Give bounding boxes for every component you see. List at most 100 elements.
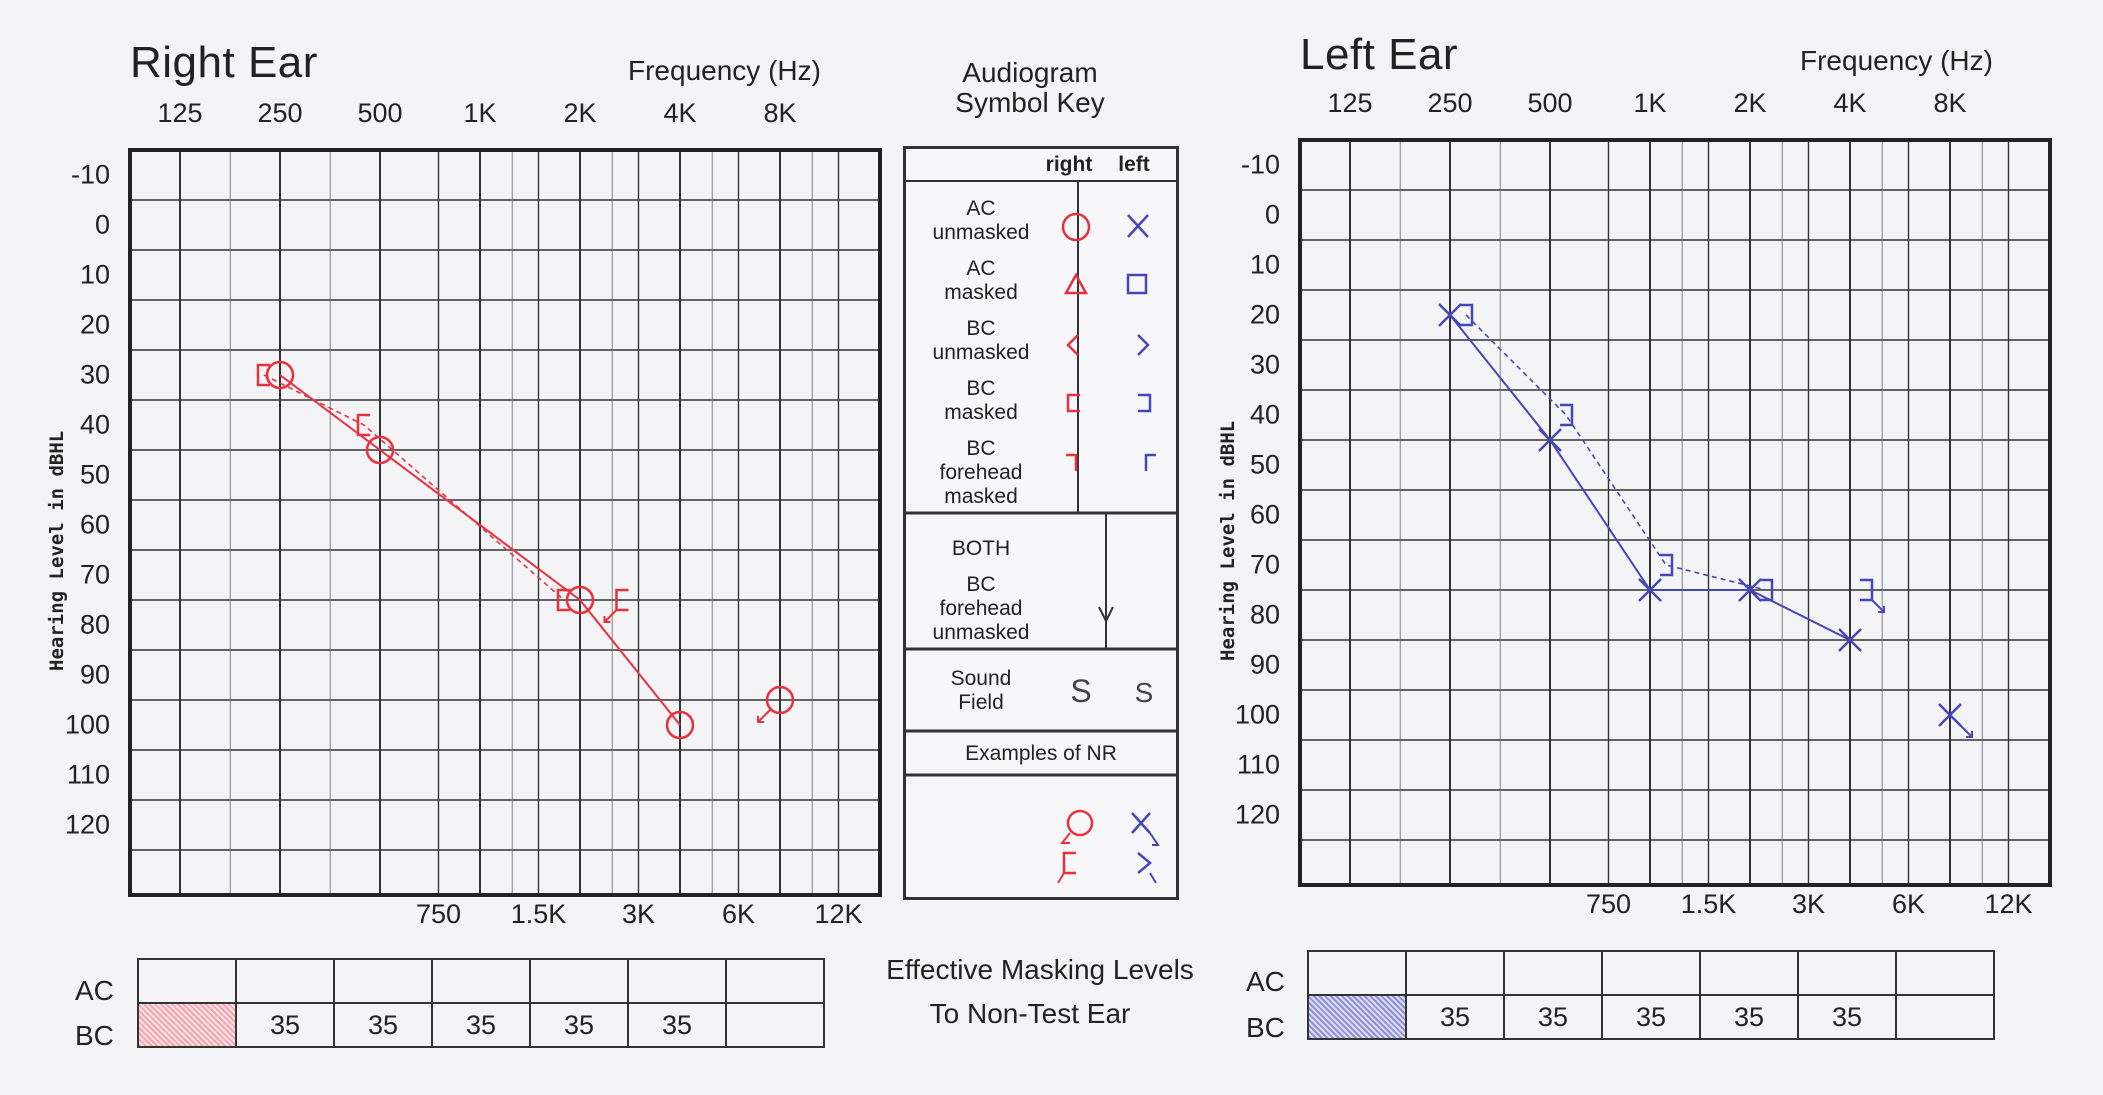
right-mask-bc-label: BC: [75, 1020, 114, 1051]
db-tick: 100: [1234, 699, 1280, 730]
frequency-tick-bottom: 12K: [814, 899, 863, 929]
left-frequency-title: Frequency (Hz): [1800, 45, 1993, 76]
key-row-bc-masked: BC masked: [906, 377, 1056, 425]
db-tick: 30: [1249, 349, 1280, 380]
key-right-ac-unmasked-circle: [1061, 212, 1091, 242]
right-ear-title: Right Ear: [130, 38, 318, 87]
frequency-tick-top: 4K: [1833, 88, 1867, 118]
frequency-tick-bottom: 3K: [621, 899, 655, 929]
left-mask-ac-cell: [1405, 950, 1505, 996]
frequency-tick-bottom: 12K: [1984, 889, 2033, 919]
key-row-label: BC: [966, 317, 996, 340]
key-both-label: BOTH: [951, 537, 1011, 560]
key-row-label: forehead: [939, 461, 1023, 484]
key-row-label: masked: [944, 401, 1018, 424]
key-nr-left-ac-arrow: [1149, 832, 1160, 846]
key-row-label: BC: [966, 377, 996, 400]
right-mask-ac-cell: [431, 958, 531, 1004]
right-ac-point: [265, 360, 295, 390]
db-tick: 80: [79, 609, 110, 640]
key-right-ac-masked-triangle: [1063, 272, 1089, 295]
right-bc-point: [615, 588, 629, 612]
db-tick: 120: [1234, 799, 1280, 830]
db-tick: 20: [1249, 299, 1280, 330]
db-tick: 110: [66, 759, 110, 790]
left-grid: [1298, 138, 2052, 887]
right-mask-ac-cell: [725, 958, 825, 1004]
frequency-tick-top: 2K: [1733, 88, 1767, 118]
left-mask-bc-cell: 35: [1405, 994, 1505, 1040]
db-tick: 80: [1249, 599, 1280, 630]
frequency-tick-top: 250: [257, 98, 303, 128]
left-mask-ac-cell: [1503, 950, 1603, 996]
right-bc-line: [263, 374, 565, 601]
key-right-bc-forehead-masked: [1066, 453, 1078, 471]
right-ac-point: [565, 585, 595, 615]
left-ac-point: [1838, 628, 1862, 652]
db-tick: 70: [79, 559, 110, 590]
key-row-label: forehead: [939, 597, 1023, 620]
key-nr-left-ac-x: [1131, 812, 1151, 834]
left-bc-point: [1660, 553, 1674, 577]
frequency-tick-top: 4K: [663, 98, 697, 128]
frequency-tick-top: 250: [1427, 88, 1473, 118]
right-mask-ac-cell: [529, 958, 629, 1004]
key-row-ac-masked: AC masked: [906, 257, 1056, 305]
key-sound-field-right-symbol: S: [1070, 673, 1092, 709]
left-ac-nr-arrow: [1959, 724, 1973, 738]
key-row-label: BC: [966, 437, 996, 460]
key-nr-right-ac-circle: [1066, 809, 1094, 837]
left-ac-point: [1638, 578, 1662, 602]
key-row-label: Sound: [950, 667, 1012, 690]
db-tick: 0: [1264, 199, 1280, 230]
left-mask-ac-cell: [1797, 950, 1897, 996]
key-row-label: masked: [944, 485, 1018, 508]
db-tick: 60: [79, 509, 110, 540]
key-left-ac-unmasked-x: [1127, 214, 1149, 238]
left-mask-bc-cell: [1307, 994, 1407, 1040]
left-mask-ac-cell: [1895, 950, 1995, 996]
left-ac-point: [1438, 303, 1462, 327]
frequency-tick-bottom: 750: [1585, 889, 1632, 919]
db-tick: 40: [79, 409, 110, 440]
key-sound-field-label: Sound Field: [906, 667, 1056, 715]
left-mask-bc-row: 35 35 35 35 35: [1307, 994, 1995, 1040]
key-nr-left-bc-arrow: [1149, 872, 1157, 884]
key-sound-field-left-symbol: S: [1134, 677, 1154, 708]
key-nr-label: Examples of NR: [965, 742, 1117, 765]
db-tick: 10: [79, 259, 110, 290]
right-mask-bc-cell: [137, 1002, 237, 1048]
right-ac-line: [279, 374, 681, 726]
key-row-label: masked: [944, 281, 1018, 304]
right-grid-frame: [128, 148, 882, 897]
key-row-bc-unmasked: BC unmasked: [906, 317, 1056, 365]
db-tick: 0: [94, 209, 110, 240]
left-ac-point: [1938, 703, 1962, 727]
right-mask-ac-row: [137, 958, 825, 1004]
left-bc-point: [1860, 578, 1874, 602]
key-col-right: right: [1045, 153, 1093, 176]
frequency-tick-bottom: 1.5K: [510, 899, 567, 929]
key-row-bc-forehead-masked: BC forehead masked: [906, 437, 1056, 509]
right-mask-bc-cell: 35: [529, 1002, 629, 1048]
left-mask-bc-cell: 35: [1797, 994, 1897, 1040]
right-ac-point: [365, 435, 395, 465]
frequency-tick-top: 1K: [463, 98, 497, 128]
frequency-tick-top: 125: [157, 98, 203, 128]
right-grid: [128, 148, 882, 897]
frequency-tick-top: 8K: [763, 98, 797, 128]
left-mask-bc-cell: 35: [1699, 994, 1799, 1040]
left-mask-bc-label: BC: [1246, 1012, 1285, 1043]
right-mask-ac-cell: [235, 958, 335, 1004]
right-mask-ac-cell: [627, 958, 727, 1004]
key-row-label: Field: [958, 691, 1004, 714]
right-ac-nr-arrow: [757, 709, 771, 723]
right-mask-ac-cell: [137, 958, 237, 1004]
frequency-tick-bottom: 6K: [1891, 889, 1925, 919]
db-tick: 40: [1249, 399, 1280, 430]
key-row-label: unmasked: [932, 221, 1030, 244]
frequency-tick-top: 500: [357, 98, 403, 128]
right-masking-table: 35 35 35 35 35: [137, 958, 825, 1048]
left-bc-point: [1560, 403, 1574, 427]
right-mask-ac-label: AC: [75, 975, 114, 1006]
